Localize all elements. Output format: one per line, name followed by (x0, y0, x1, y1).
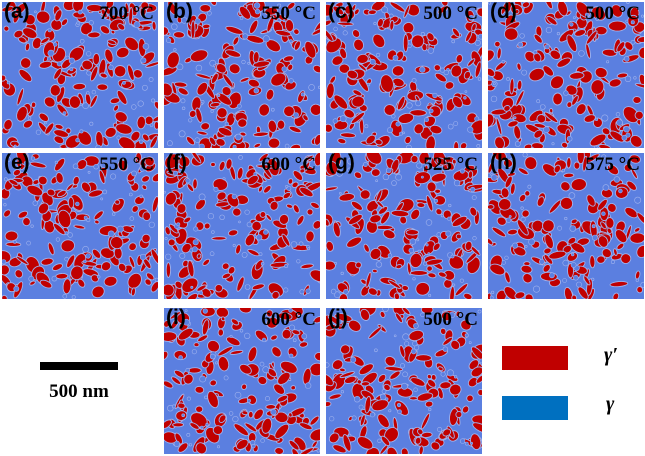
microstructure-image (488, 153, 644, 299)
panel-e: (e) 550 °C (2, 153, 158, 299)
scale-bar-label: 500 nm (49, 381, 109, 402)
panel-label: (g) (328, 153, 355, 174)
panel-temperature: 500 °C (423, 309, 478, 330)
legend-label-gamma-prime: γ′ (604, 344, 618, 366)
microstructure-image (2, 2, 158, 148)
panel-temperature: 550 °C (261, 3, 316, 24)
panel-label: (f) (166, 153, 187, 174)
panel-temperature: 500 °C (423, 3, 478, 24)
panel-label: (b) (166, 2, 193, 23)
microstructure-image (164, 308, 320, 454)
legend-swatch-gamma-prime (502, 346, 568, 370)
legend-label-gamma: γ (606, 393, 615, 415)
panel-label: (e) (4, 153, 30, 174)
panel-c: (c) 500 °C (326, 2, 482, 148)
microstructure-image (326, 153, 482, 299)
microstructure-image (326, 308, 482, 454)
panel-label: (i) (166, 308, 186, 329)
panel-temperature: 525 °C (423, 154, 478, 175)
panel-h: (h) 575 °C (488, 153, 644, 299)
panel-label: (j) (328, 308, 348, 329)
microstructure-image (2, 153, 158, 299)
scale-bar (40, 362, 118, 370)
panel-temperature: 575 °C (585, 154, 640, 175)
panel-j: (j) 500 °C (326, 308, 482, 454)
panel-temperature: 700 °C (99, 3, 154, 24)
panel-f: (f) 600 °C (164, 153, 320, 299)
microstructure-image (164, 2, 320, 148)
panel-temperature: 550 °C (99, 154, 154, 175)
panel-b: (b) 550 °C (164, 2, 320, 148)
microstructure-image (488, 2, 644, 148)
panel-label: (c) (328, 2, 354, 23)
legend-swatch-gamma (502, 396, 568, 420)
panel-temperature: 600 °C (261, 154, 316, 175)
panel-temperature: 600 °C (261, 309, 316, 330)
panel-a: (a) 700 °C (2, 2, 158, 148)
panel-label: (h) (490, 153, 517, 174)
panel-label: (a) (4, 2, 30, 23)
microstructure-image (164, 153, 320, 299)
panel-g: (g) 525 °C (326, 153, 482, 299)
panel-temperature: 500 °C (585, 3, 640, 24)
panel-i: (i) 600 °C (164, 308, 320, 454)
microstructure-image (326, 2, 482, 148)
panel-label: (d) (490, 2, 517, 23)
panel-d: (d) 500 °C (488, 2, 644, 148)
